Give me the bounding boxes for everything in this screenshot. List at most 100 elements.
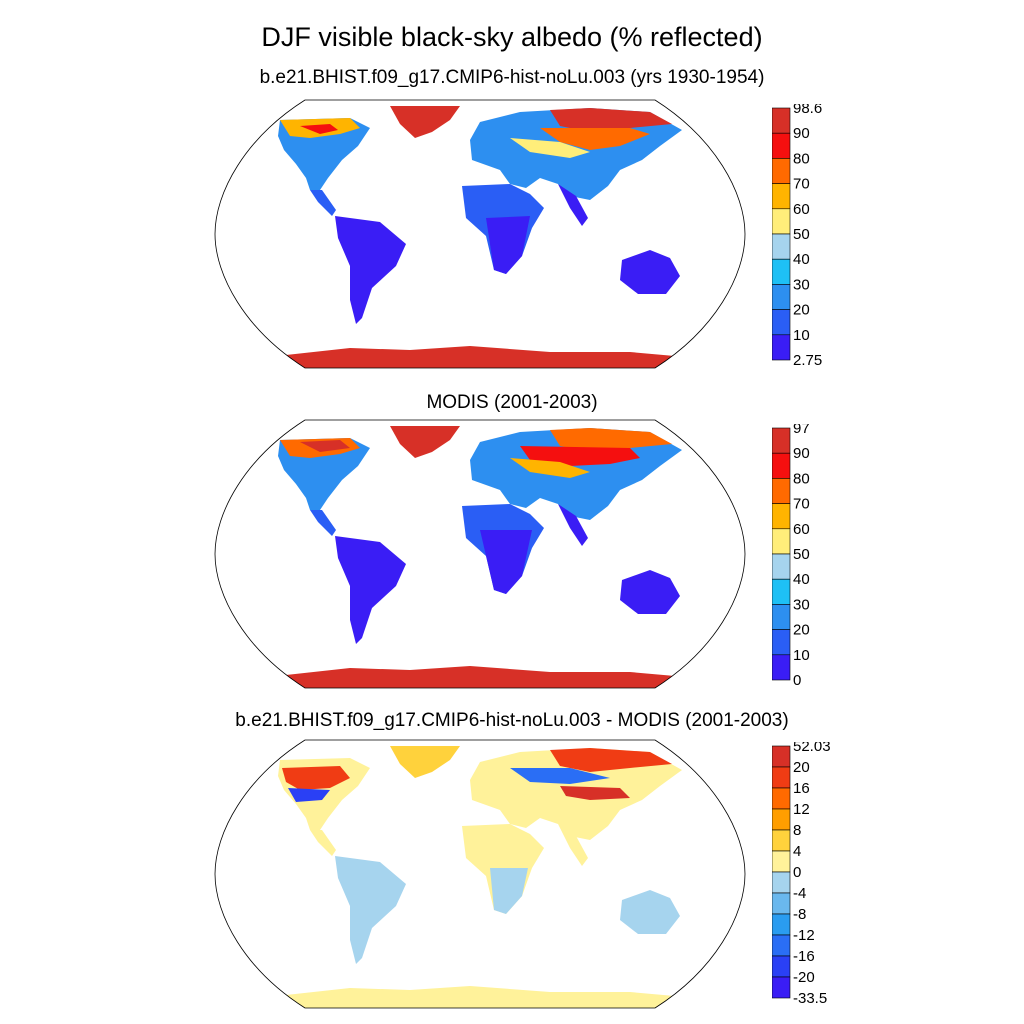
colorbar-label: 30 bbox=[793, 276, 810, 293]
colorbar-box bbox=[772, 258, 791, 285]
land-antarctica bbox=[215, 986, 745, 1008]
colorbar-label: 10 bbox=[793, 327, 810, 344]
colorbar-label: -8 bbox=[793, 906, 806, 923]
map-model bbox=[214, 99, 746, 369]
colorbar-box bbox=[772, 183, 791, 210]
colorbar-box bbox=[772, 787, 791, 810]
colorbar-box bbox=[772, 478, 791, 504]
land-south-america bbox=[335, 856, 406, 964]
colorbar-box bbox=[772, 808, 791, 831]
colorbar-label: 70 bbox=[793, 176, 810, 193]
colorbar-label: 8 bbox=[793, 822, 801, 839]
colorbar-label: 50 bbox=[793, 226, 810, 243]
colorbar-box bbox=[772, 955, 791, 978]
land-na-cold bbox=[300, 440, 350, 452]
land-africa-south bbox=[486, 216, 530, 274]
colorbar-label: 90 bbox=[793, 445, 810, 462]
land-cells bbox=[215, 746, 745, 1008]
land-africa-south bbox=[490, 868, 528, 914]
land-asia-cold bbox=[540, 128, 650, 150]
colorbar-label: 40 bbox=[793, 251, 810, 268]
land-na-mixed bbox=[282, 766, 350, 790]
colorbar-label: 0 bbox=[793, 672, 801, 688]
colorbar-label: 0 bbox=[793, 864, 801, 881]
land-south-america bbox=[335, 216, 406, 324]
land-siberia-snow bbox=[550, 428, 672, 452]
colorbar-box bbox=[772, 233, 791, 260]
land-asia-mid bbox=[510, 138, 590, 158]
colorbar-box bbox=[772, 871, 791, 894]
colorbar-box bbox=[772, 578, 791, 605]
land-asia-cold bbox=[520, 446, 640, 466]
land-australia bbox=[620, 890, 680, 934]
colorbar-box bbox=[772, 427, 791, 454]
land-antarctica bbox=[215, 666, 745, 688]
colorbar-label: 80 bbox=[793, 150, 810, 167]
colorbar-label: 10 bbox=[793, 647, 810, 664]
colorbar-label: -16 bbox=[793, 948, 815, 965]
panel-title-diff: b.e21.BHIST.f09_g17.CMIP6-hist-noLu.003 … bbox=[235, 710, 789, 731]
colorbar-label: 12 bbox=[793, 801, 810, 818]
colorbar-box bbox=[772, 604, 791, 630]
colorbar-boxes bbox=[772, 427, 791, 681]
colorbar-box bbox=[772, 892, 791, 915]
colorbar-diff: 52.03 20 16 12 8 4 0 -4 -8 -12 -16 -20 -33.5 bbox=[772, 742, 831, 1006]
land-cells bbox=[215, 106, 745, 368]
land-central-america bbox=[310, 510, 336, 536]
colorbar-box bbox=[772, 107, 791, 134]
colorbar-box bbox=[772, 934, 791, 957]
land-india-seasia bbox=[558, 184, 588, 226]
colorbar-box bbox=[772, 158, 791, 184]
colorbar-label: 20 bbox=[793, 759, 810, 776]
colorbar-label: 60 bbox=[793, 201, 810, 218]
colorbar-box bbox=[772, 334, 791, 361]
colorbar-box bbox=[772, 208, 791, 235]
land-na-cold bbox=[300, 124, 338, 134]
map-obs bbox=[214, 419, 746, 689]
colorbar-box bbox=[772, 766, 791, 789]
colorbar-label: 2.75 bbox=[793, 352, 822, 368]
figure-title: DJF visible black-sky albedo (% reflecte… bbox=[261, 22, 763, 52]
colorbar-box bbox=[772, 553, 791, 580]
colorbar-box bbox=[772, 629, 791, 656]
colorbar-label: -12 bbox=[793, 927, 815, 944]
land-greenland bbox=[390, 426, 460, 458]
colorbar-label: 60 bbox=[793, 521, 810, 538]
colorbar-box bbox=[772, 309, 791, 336]
colorbar-box bbox=[772, 284, 791, 310]
colorbar-box bbox=[772, 850, 791, 873]
colorbar-labels: 97 90 80 70 60 50 40 30 20 10 0 bbox=[793, 424, 810, 688]
colorbar-label: 30 bbox=[793, 596, 810, 613]
land-india-seasia bbox=[558, 504, 588, 546]
colorbar-label: 98.6 bbox=[793, 104, 822, 117]
map-border bbox=[214, 99, 746, 369]
land-antarctica bbox=[215, 346, 745, 368]
land-greenland bbox=[390, 746, 460, 778]
colorbar-label: -4 bbox=[793, 885, 806, 902]
panel-title-obs: MODIS (2001-2003) bbox=[426, 392, 598, 413]
colorbar-label: 50 bbox=[793, 546, 810, 563]
land-australia bbox=[620, 570, 680, 614]
colorbar-label: 20 bbox=[793, 302, 810, 319]
colorbar-boxes bbox=[772, 745, 791, 999]
land-australia bbox=[620, 250, 680, 294]
land-south-america bbox=[335, 536, 406, 644]
colorbar-box bbox=[772, 528, 791, 555]
colorbar-label: 70 bbox=[793, 496, 810, 513]
land-na-neg bbox=[288, 788, 330, 802]
colorbar-box bbox=[772, 976, 791, 999]
colorbar-label: 52.03 bbox=[793, 742, 831, 755]
colorbar-box bbox=[772, 452, 791, 479]
colorbar-box bbox=[772, 132, 791, 159]
colorbar-label: 90 bbox=[793, 125, 810, 142]
colorbar-labels: 98.6 90 80 70 60 50 40 30 20 10 2.75 bbox=[793, 104, 822, 368]
colorbar-label: 80 bbox=[793, 470, 810, 487]
colorbar-obs: 97 90 80 70 60 50 40 30 20 10 0 bbox=[772, 424, 810, 688]
colorbar-box bbox=[772, 913, 791, 936]
land-asia-pos bbox=[560, 786, 630, 800]
land-asia-neg bbox=[510, 768, 610, 784]
land-india-seasia bbox=[558, 824, 588, 866]
colorbar-box bbox=[772, 654, 791, 681]
colorbar-label: 20 bbox=[793, 622, 810, 639]
map-border bbox=[214, 419, 746, 689]
